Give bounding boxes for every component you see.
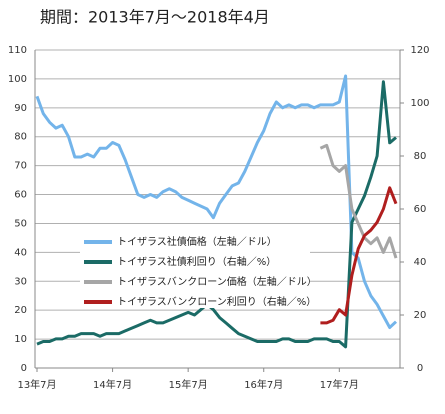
y-tick-label: 30 <box>14 276 27 287</box>
series-line <box>320 186 398 325</box>
x-tick-label: 17年7月 <box>320 378 359 391</box>
y2-tick-label: 80 <box>414 151 427 162</box>
legend-label: トイザラス社債利回り（右軸／%） <box>117 255 276 268</box>
series-line <box>36 80 397 349</box>
y-tick-label: 60 <box>14 190 27 201</box>
x-tick-label: 13年7月 <box>17 378 56 391</box>
x-tick-label: 14年7月 <box>93 378 132 391</box>
y2-tick-label: 0 <box>417 363 423 374</box>
y-tick-label: 70 <box>14 161 27 172</box>
y-tick-label: 40 <box>14 247 27 258</box>
y-tick-label: 110 <box>8 45 27 56</box>
legend-label: トイザラスバンクローン利回り（右軸／%） <box>117 295 316 308</box>
x-tick-label: 16年7月 <box>244 378 283 391</box>
y-tick-label: 50 <box>14 218 27 229</box>
y2-tick-label: 120 <box>410 45 429 56</box>
legend-label: トイザラス社債価格（左軸／ドル） <box>117 235 277 248</box>
legend <box>80 232 310 308</box>
y-tick-label: 10 <box>14 334 27 345</box>
chart-title: 期間：2013年7月～2018年4月 <box>40 8 270 27</box>
series-line <box>319 143 398 259</box>
x-tick-label: 15年7月 <box>169 378 208 391</box>
y-tick-label: 80 <box>14 132 27 143</box>
legend-label: トイザラスバンクローン価格（左軸／ドル） <box>117 275 317 288</box>
y-tick-label: 90 <box>14 103 27 114</box>
y2-tick-label: 60 <box>414 204 427 215</box>
y-tick-label: 20 <box>14 305 27 316</box>
y2-tick-label: 100 <box>410 98 429 109</box>
y-tick-label: 0 <box>21 363 27 374</box>
series-line <box>35 74 398 329</box>
y2-tick-label: 40 <box>414 257 427 268</box>
y2-tick-label: 20 <box>414 310 427 321</box>
y-tick-label: 100 <box>8 74 27 85</box>
